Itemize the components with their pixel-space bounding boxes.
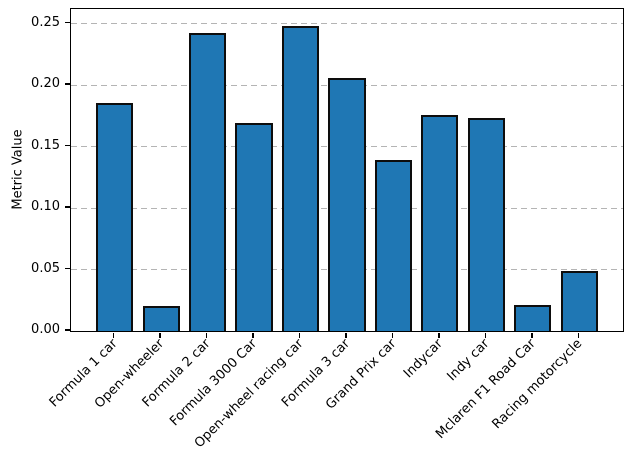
x-tick-mark xyxy=(345,333,347,338)
bar-indycar xyxy=(421,114,459,331)
bar-open-wheel-racing-car xyxy=(281,25,320,331)
y-tick-label: 0.25 xyxy=(31,14,60,30)
y-tick-label: 0.10 xyxy=(31,199,60,214)
bar-formula-2-car xyxy=(189,33,227,331)
bar-open-wheeler xyxy=(142,306,180,331)
x-tick-mark xyxy=(298,333,301,338)
x-tick-mark xyxy=(438,333,440,338)
y-tick-mark xyxy=(65,329,70,331)
x-tick-mark xyxy=(205,333,208,338)
x-tick-mark xyxy=(112,333,115,338)
bar-grand-prix-car xyxy=(374,160,413,331)
bars-layer xyxy=(71,9,623,331)
x-tick-mark xyxy=(252,333,254,338)
y-tick-mark xyxy=(65,267,70,270)
bar-formula-1-car xyxy=(96,103,134,331)
y-tick-label: 0.20 xyxy=(31,76,60,91)
y-tick-label: 0.15 xyxy=(31,137,60,153)
x-tick-label: Formula 1 car xyxy=(46,336,121,411)
x-tick-mark xyxy=(159,333,161,338)
x-tick-mark xyxy=(577,333,580,338)
gridline xyxy=(71,23,623,24)
y-tick-mark xyxy=(65,83,70,85)
bar-racing-motorcycle xyxy=(560,270,598,331)
plot-area xyxy=(70,8,624,332)
bar-formula-3-car xyxy=(328,77,366,331)
bar-indy-car xyxy=(467,118,505,331)
y-tick-label: 0.05 xyxy=(31,260,60,276)
x-tick-mark xyxy=(484,333,487,338)
y-tick-mark xyxy=(65,144,70,147)
x-tick-mark xyxy=(391,333,394,338)
bar-formula-3000-car xyxy=(235,123,273,331)
x-tick-mark xyxy=(531,333,533,338)
bar-mclaren-f1-road-car xyxy=(514,305,552,331)
y-tick-mark xyxy=(65,21,70,24)
y-tick-mark xyxy=(65,206,70,208)
y-tick-label: 0.00 xyxy=(31,322,60,337)
